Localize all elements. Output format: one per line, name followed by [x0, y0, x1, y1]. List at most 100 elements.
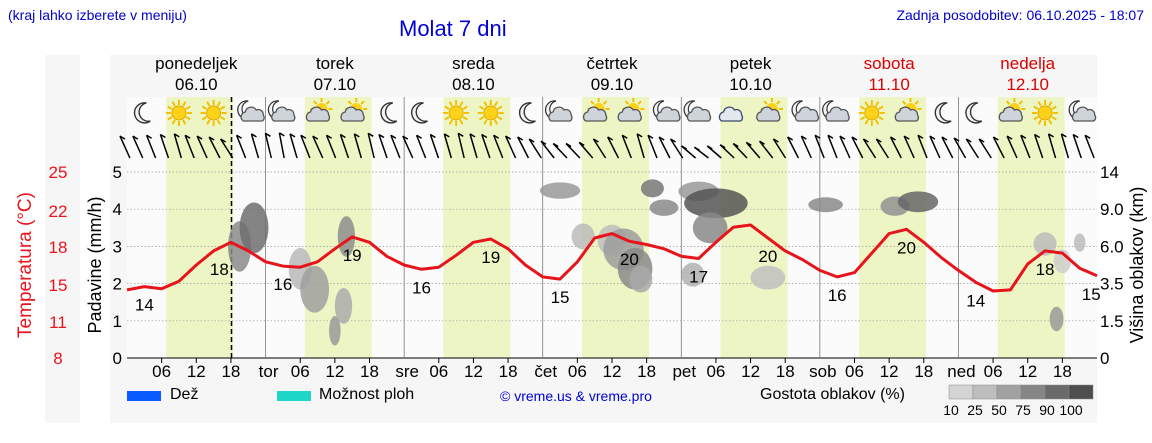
density-swatch: [1020, 384, 1046, 400]
wind-barb: [565, 143, 581, 159]
partly-cloudy-icon: [756, 98, 783, 122]
wind-barb: [607, 136, 620, 159]
temperature-label: 16: [828, 286, 847, 305]
temperature-label: 18: [1036, 260, 1055, 279]
day-date: 06.10: [175, 75, 218, 94]
day-name: sreda: [452, 54, 495, 73]
precip-axis-title: Padavine (mm/h): [85, 196, 105, 333]
density-step-label: 75: [1015, 402, 1031, 418]
precip-tick: 5: [113, 163, 122, 182]
partly-cloudy-night-icon: [1068, 100, 1097, 122]
cloud-height-tick: 3.5: [1100, 275, 1124, 294]
day-abbr-label: čet: [534, 362, 557, 381]
daylight-band: [859, 97, 927, 358]
day-abbr-label: tor: [259, 362, 279, 381]
hour-tick-label: 18: [914, 362, 933, 381]
hour-tick-label: 18: [499, 362, 518, 381]
wind-barb: [415, 134, 427, 159]
cloud-density-title: Gostota oblakov (%): [760, 386, 905, 403]
partly-cloudy-night-icon: [544, 100, 573, 122]
legend-shower-swatch: [277, 391, 311, 401]
wind-barb: [378, 134, 388, 159]
legend-shower-label: Možnost ploh: [319, 386, 415, 403]
cloud-patch: [1049, 306, 1064, 332]
moon-icon: [133, 102, 151, 124]
wind-barb: [636, 133, 645, 159]
wind-barb: [196, 135, 208, 159]
wind-barb: [264, 133, 273, 159]
wind-barb: [1047, 133, 1057, 159]
sun-icon: [477, 100, 504, 126]
wind-barb: [953, 137, 967, 159]
daylight-band: [443, 97, 511, 358]
wind-barb: [469, 133, 478, 159]
cloud-patch: [337, 216, 356, 257]
wind-barb: [289, 133, 298, 159]
hour-tick-label: 18: [1053, 362, 1072, 381]
wind-barb: [250, 133, 260, 159]
temperature-tick: 8: [53, 349, 62, 368]
wind-barb: [732, 143, 748, 159]
temperature-label: 14: [135, 296, 154, 315]
precip-tick: 4: [113, 200, 122, 219]
wind-barb: [917, 134, 928, 159]
hour-tick-label: 06: [845, 362, 864, 381]
temperature-tick: 18: [49, 238, 68, 257]
partly-cloudy-night-icon: [237, 100, 265, 122]
density-swatch: [1068, 384, 1094, 400]
wind-barb: [145, 134, 157, 159]
partly-cloudy-night-icon: [683, 100, 712, 122]
cloud-patch: [649, 199, 679, 216]
temperature-label: 20: [758, 247, 777, 266]
sun-icon: [200, 100, 227, 126]
wind-barb: [578, 141, 594, 159]
cloud-patch: [808, 197, 843, 213]
partly-cloudy-icon: [582, 98, 610, 122]
partly-cloudy-icon: [340, 98, 368, 122]
cloud-height-tick: 14: [1100, 163, 1119, 182]
temperature-tick: 22: [49, 202, 68, 221]
sun-icon: [165, 100, 192, 126]
wind-barb: [184, 134, 195, 159]
day-date: 11.10: [869, 75, 910, 94]
temperature-label: 16: [412, 278, 431, 297]
temperature-tick: 15: [49, 276, 68, 295]
partly-cloudy-night-icon: [822, 100, 850, 122]
moon-icon: [518, 102, 536, 124]
wind-barb: [745, 141, 761, 159]
temperature-label: 20: [897, 238, 916, 257]
wind-barb: [173, 133, 183, 159]
day-abbr-label: pet: [672, 362, 696, 381]
wind-barb: [325, 134, 337, 159]
wind-barb: [1006, 135, 1018, 159]
wind-barb: [875, 138, 890, 159]
density-step-label: 25: [967, 402, 983, 418]
cloud-patch: [692, 212, 728, 244]
menu-hint: (kraj lahko izberete v meniju): [8, 7, 187, 23]
precip-tick: 3: [113, 237, 122, 256]
day-name: torek: [316, 54, 354, 73]
temperature-label: 15: [1082, 285, 1101, 304]
precip-tick: 2: [113, 275, 122, 294]
temperature-label: 14: [966, 291, 985, 310]
wind-barb: [493, 134, 504, 159]
cloud-patch: [1033, 232, 1057, 256]
partly-cloudy-icon: [617, 98, 645, 122]
temperature-label: 15: [551, 288, 570, 307]
hour-tick-label: 18: [221, 362, 240, 381]
day-abbr-label: sob: [809, 362, 836, 381]
cloud-height-tick: 6.0: [1100, 237, 1124, 256]
cloud-patch: [897, 191, 939, 213]
day-name: četrtek: [586, 54, 638, 73]
wind-barb: [658, 136, 671, 159]
sun-icon: [1032, 100, 1059, 126]
wind-barb: [208, 136, 221, 159]
wind-barb: [1072, 134, 1082, 159]
temperature-label: 19: [343, 246, 362, 265]
wind-barb: [1033, 134, 1044, 159]
day-name: petek: [730, 54, 772, 73]
wind-barb: [235, 134, 247, 159]
partly-cloudy-icon: [998, 98, 1026, 122]
copyright-link[interactable]: © vreme.us & vreme.pro: [500, 388, 652, 404]
